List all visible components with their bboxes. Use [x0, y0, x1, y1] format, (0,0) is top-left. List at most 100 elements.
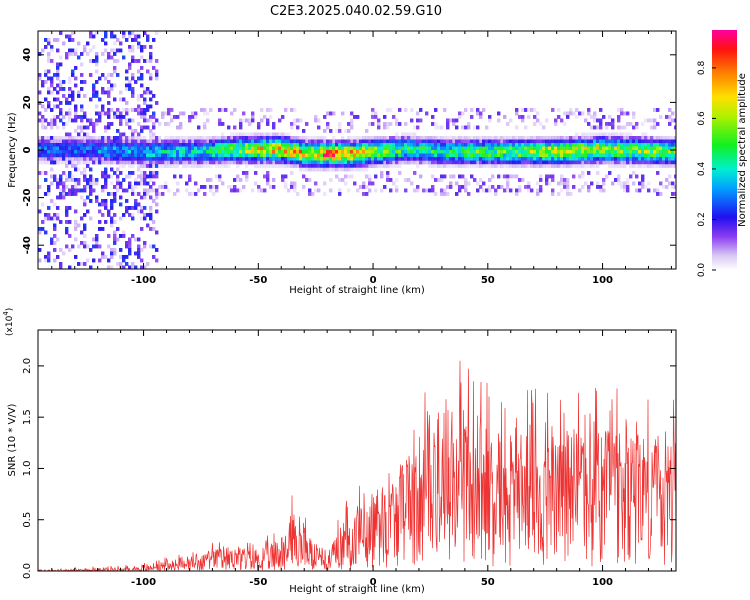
- spectrogram-cell: [152, 181, 156, 186]
- spectrogram-cell: [323, 146, 327, 151]
- spectrogram-cell: [377, 118, 381, 123]
- spectrogram-cell: [278, 150, 282, 154]
- spectrogram-cell: [392, 153, 396, 158]
- spectrogram-cell: [104, 202, 108, 207]
- spectrogram-cell: [626, 146, 630, 151]
- spectrogram-cell: [101, 157, 105, 161]
- spectrogram-cell: [635, 157, 639, 161]
- spectrogram-cell: [47, 206, 51, 210]
- spectrogram-cell: [674, 164, 676, 168]
- spectrogram-cell: [305, 146, 309, 151]
- spectrogram-cell: [68, 101, 72, 105]
- spectrogram-cell: [131, 90, 135, 95]
- spectrogram-cell: [59, 31, 63, 35]
- spectrogram-cell: [314, 160, 318, 165]
- spectrogram-cell: [374, 150, 378, 154]
- spectrogram-cell: [320, 150, 324, 154]
- spectrogram-cell: [56, 237, 60, 242]
- spectrogram-cell: [560, 174, 564, 179]
- spectrogram-cell: [221, 160, 225, 165]
- spectrogram-cell: [569, 164, 573, 168]
- spectrogram-cell: [98, 157, 102, 161]
- spectrogram-cell: [347, 122, 351, 126]
- spectrogram-cell: [254, 146, 258, 151]
- spectrogram-cell: [452, 143, 456, 147]
- spectrogram-cell: [104, 111, 108, 116]
- spectrogram-cell: [467, 143, 471, 147]
- spectrogram-cell: [176, 136, 180, 140]
- spectrogram-cell: [416, 125, 420, 130]
- spectrogram-cell: [572, 146, 576, 151]
- spectrogram-cell: [290, 125, 294, 130]
- spectrogram-cell: [410, 118, 414, 123]
- spectrogram-cell: [593, 150, 597, 154]
- spectrogram-cell: [674, 146, 676, 151]
- spectrogram-cell: [80, 62, 84, 67]
- spectrogram-cell: [143, 87, 147, 91]
- spectrogram-cell: [134, 160, 138, 165]
- spectrogram-cell: [116, 157, 120, 161]
- spectrogram-cell: [335, 143, 339, 147]
- spectrogram-cell: [635, 125, 639, 130]
- spectrogram-cell: [569, 150, 573, 154]
- spectrogram-cell: [410, 139, 414, 144]
- spectrogram-cell: [140, 66, 144, 70]
- spectrogram-cell: [566, 188, 570, 193]
- spectrogram-cell: [239, 150, 243, 154]
- spectrogram-cell: [476, 146, 480, 151]
- spectrogram-cell: [638, 146, 642, 151]
- spectrogram-cell: [62, 150, 66, 154]
- spectrogram-cell: [353, 157, 357, 161]
- spectrogram-cell: [587, 153, 591, 158]
- spectrogram-cell: [137, 143, 141, 147]
- spectrogram-cell: [644, 157, 648, 161]
- spectrogram-cell: [191, 153, 195, 158]
- spectrogram-cell: [464, 160, 468, 165]
- spectrogram-cell: [89, 122, 93, 126]
- spectrogram-cell: [44, 171, 48, 175]
- spectrogram-cell: [158, 122, 162, 126]
- spectrogram-cell: [527, 153, 531, 158]
- spectrogram-cell: [578, 146, 582, 151]
- spectrogram-cell: [146, 213, 150, 217]
- spectrogram-cell: [155, 146, 159, 151]
- spectrogram-cell: [365, 153, 369, 158]
- spectrogram-cell: [74, 192, 78, 196]
- spectrogram-cell: [137, 167, 141, 172]
- spectrogram-cell: [458, 160, 462, 165]
- spectrogram-cells: [38, 31, 676, 269]
- spectrogram-cell: [377, 122, 381, 126]
- spectrogram-cell: [62, 125, 66, 130]
- spectrogram-cell: [479, 150, 483, 154]
- spectrogram-cell: [218, 160, 222, 165]
- spectrogram-cell: [149, 55, 153, 60]
- spectrogram-cell: [239, 160, 243, 165]
- spectrogram-cell: [479, 157, 483, 161]
- spectrogram-cell: [125, 241, 129, 245]
- spectrogram-cell: [455, 125, 459, 130]
- spectrogram-cell: [425, 153, 429, 158]
- spectrogram-cell: [419, 150, 423, 154]
- spectrogram-cell: [404, 150, 408, 154]
- spectrogram-cell: [452, 118, 456, 123]
- spectrogram-cell: [662, 160, 666, 165]
- spectrogram-cell: [134, 129, 138, 133]
- spectrogram-cell: [113, 220, 117, 224]
- spectrogram-cell: [503, 139, 507, 144]
- spectrogram-cell: [155, 136, 159, 140]
- spectrogram-cell: [149, 129, 153, 133]
- spectrogram-cell: [107, 136, 111, 140]
- spectrogram-cell: [446, 160, 450, 165]
- spectrogram-cell: [38, 52, 42, 56]
- spectrogram-cell: [458, 136, 462, 140]
- spectrogram-cell: [644, 132, 648, 137]
- spectrogram-cell: [65, 206, 69, 210]
- spectrogram-cell: [134, 202, 138, 207]
- spectrogram-cell: [62, 188, 66, 193]
- spectrogram-cell: [125, 153, 129, 158]
- spectrogram-cell: [359, 153, 363, 158]
- spectrogram-cell: [473, 153, 477, 158]
- spectrogram-cell: [212, 160, 216, 165]
- spectrogram-cell: [53, 248, 57, 252]
- spectrogram-cell: [635, 136, 639, 140]
